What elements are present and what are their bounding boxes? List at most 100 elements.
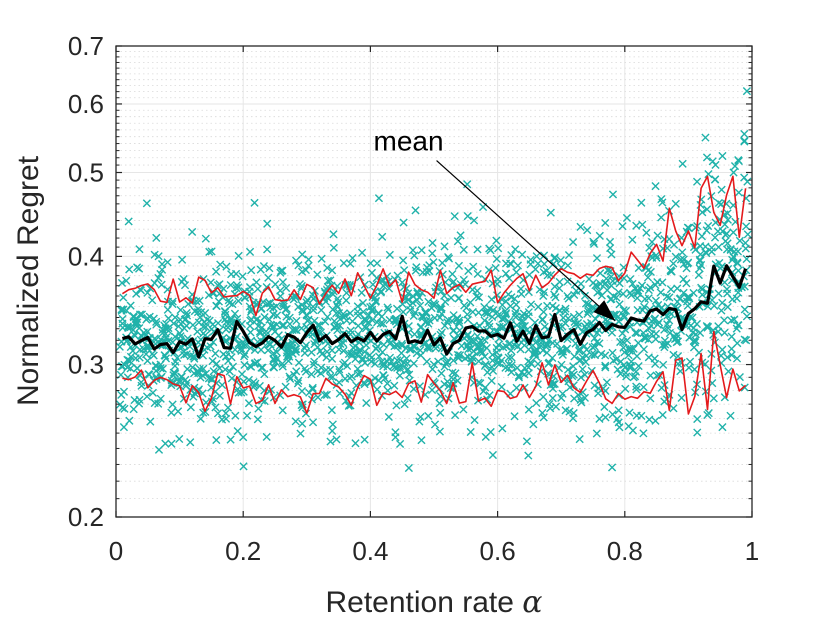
- scatter-point: [411, 206, 420, 215]
- scatter-point: [327, 406, 336, 415]
- scatter-point: [624, 422, 633, 431]
- scatter-point: [304, 255, 313, 264]
- scatter-point: [618, 329, 627, 338]
- scatter-point: [416, 301, 425, 310]
- scatter-point: [326, 437, 335, 446]
- scatter-point: [256, 265, 265, 274]
- scatter-point: [742, 312, 752, 321]
- scatter-point: [383, 379, 392, 388]
- annotation-arrow: [436, 160, 616, 322]
- scatter-point: [461, 354, 470, 363]
- scatter-point: [723, 209, 732, 218]
- scatter-point: [733, 259, 742, 268]
- scatter-point: [550, 254, 559, 263]
- scatter-point: [437, 369, 446, 378]
- scatter-point: [315, 321, 324, 330]
- scatter-point: [580, 291, 590, 300]
- scatter-point: [294, 261, 303, 270]
- scatter-point: [557, 393, 566, 402]
- scatter-point: [293, 379, 303, 388]
- scatter-point: [313, 343, 322, 352]
- scatter-point: [656, 288, 665, 297]
- scatter-point: [532, 252, 541, 261]
- scatter-point: [627, 291, 636, 300]
- scatter-point: [524, 405, 533, 414]
- grid: [116, 46, 752, 517]
- scatter-point: [142, 392, 152, 401]
- scatter-point: [518, 316, 527, 325]
- scatter-point: [422, 357, 431, 366]
- scatter-point: [201, 234, 210, 243]
- scatter-point: [539, 392, 548, 401]
- scatter-point: [485, 391, 494, 400]
- lower-bound-line: [122, 330, 747, 415]
- scatter-point: [161, 439, 170, 448]
- scatter-point: [615, 300, 624, 309]
- scatter-point: [563, 261, 573, 270]
- scatter-point: [136, 286, 146, 295]
- scatter-point: [543, 340, 552, 349]
- scatter-point: [144, 370, 153, 379]
- scatter-point: [474, 357, 483, 366]
- scatter-point: [180, 350, 189, 360]
- scatter-point: [359, 307, 368, 316]
- scatter-point: [524, 287, 533, 297]
- scatter-point: [562, 344, 572, 353]
- scatter-point: [425, 261, 434, 270]
- annotation-arrowhead: [593, 300, 616, 321]
- scatter-point: [354, 321, 363, 330]
- scatter-point: [207, 375, 216, 384]
- scatter-point: [741, 238, 750, 248]
- scatter-point: [548, 353, 557, 363]
- scatter-point: [740, 335, 749, 344]
- scatter-point: [339, 360, 348, 369]
- scatter-point: [180, 281, 190, 290]
- scatter-point: [517, 368, 526, 377]
- scatter-point: [298, 419, 307, 428]
- scatter-point: [396, 356, 405, 365]
- scatter-point: [375, 352, 384, 361]
- scatter-point: [346, 326, 355, 335]
- scatter-point: [218, 380, 227, 390]
- scatter-point: [307, 370, 316, 379]
- scatter-point: [216, 260, 225, 269]
- scatter-point: [561, 319, 570, 328]
- scatter-point: [619, 311, 628, 320]
- scatter-point: [672, 338, 681, 347]
- scatter-point: [720, 328, 729, 337]
- scatter-point: [278, 266, 287, 275]
- scatter-point: [207, 247, 216, 256]
- scatter-point: [409, 359, 418, 368]
- scatter-point: [199, 322, 208, 331]
- scatter-point: [276, 292, 285, 301]
- scatter-point: [157, 280, 166, 289]
- scatter-point: [444, 254, 454, 263]
- scatter-point: [174, 377, 183, 386]
- scatter-point: [269, 363, 279, 372]
- scatter-point: [395, 439, 405, 449]
- mean-line: [121, 264, 748, 359]
- scatter-point: [605, 237, 615, 247]
- scatter-point: [555, 284, 564, 293]
- scatter-point: [278, 278, 288, 287]
- scatter-point: [607, 294, 616, 304]
- scatter-point: [384, 305, 393, 314]
- scatter-point: [485, 304, 495, 313]
- scatter-point: [392, 314, 401, 323]
- scatter-point: [168, 299, 177, 309]
- scatter-point: [474, 343, 483, 352]
- scatter-point: [396, 364, 405, 373]
- scatter-point: [358, 356, 367, 365]
- scatter-point: [581, 299, 591, 308]
- scatter-point: [186, 438, 195, 447]
- scatter-point: [263, 245, 272, 254]
- scatter-point: [651, 296, 661, 305]
- scatter-point: [548, 301, 557, 311]
- scatter-point: [589, 239, 599, 248]
- scatter-point: [193, 308, 203, 317]
- scatter-point: [435, 399, 444, 408]
- scatter-point: [637, 198, 646, 207]
- scatter-point: [207, 397, 217, 406]
- scatter-point: [356, 369, 365, 378]
